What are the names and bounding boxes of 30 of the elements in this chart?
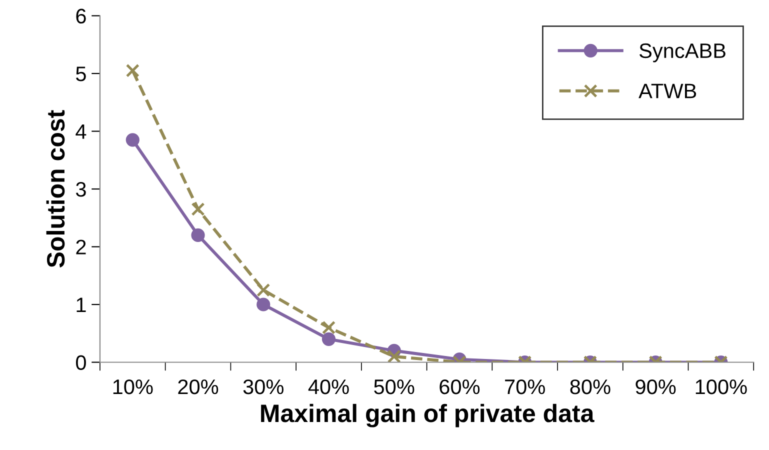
y-tick-label: 3 (76, 182, 86, 197)
point (126, 64, 140, 78)
point (191, 228, 205, 242)
point (322, 332, 336, 346)
x-tick-label: 30% (243, 379, 284, 394)
x-tick-label: 20% (178, 379, 218, 394)
y-tick-label: 0 (76, 355, 86, 370)
x-axis-title: Maximal gain of private data (261, 404, 594, 428)
y-tick-label: 5 (76, 66, 86, 82)
point (256, 298, 270, 312)
point (126, 133, 140, 147)
x-tick-label: 60% (440, 379, 480, 394)
x-tick-label: 10% (113, 379, 153, 394)
point (387, 350, 401, 362)
y-tick-label: 1 (76, 298, 86, 312)
x-tick-label: 90% (636, 379, 676, 394)
x-tick-label: 70% (505, 379, 545, 394)
point (322, 320, 336, 334)
y-axis-title: Solution cost (46, 110, 65, 268)
x-tick-label: 50% (374, 379, 414, 394)
y-tick-label: 2 (76, 240, 86, 254)
point (256, 283, 270, 297)
x-tick-label: 40% (308, 379, 349, 394)
x-tick-label: 80% (570, 379, 610, 394)
x-tick-label: 100% (696, 379, 747, 394)
point (191, 202, 205, 216)
legend-label: SyncABB (639, 43, 726, 62)
y-tick-label: 4 (76, 124, 86, 139)
y-tick-label: 6 (76, 8, 86, 24)
legend-label: ATWB (638, 84, 696, 98)
